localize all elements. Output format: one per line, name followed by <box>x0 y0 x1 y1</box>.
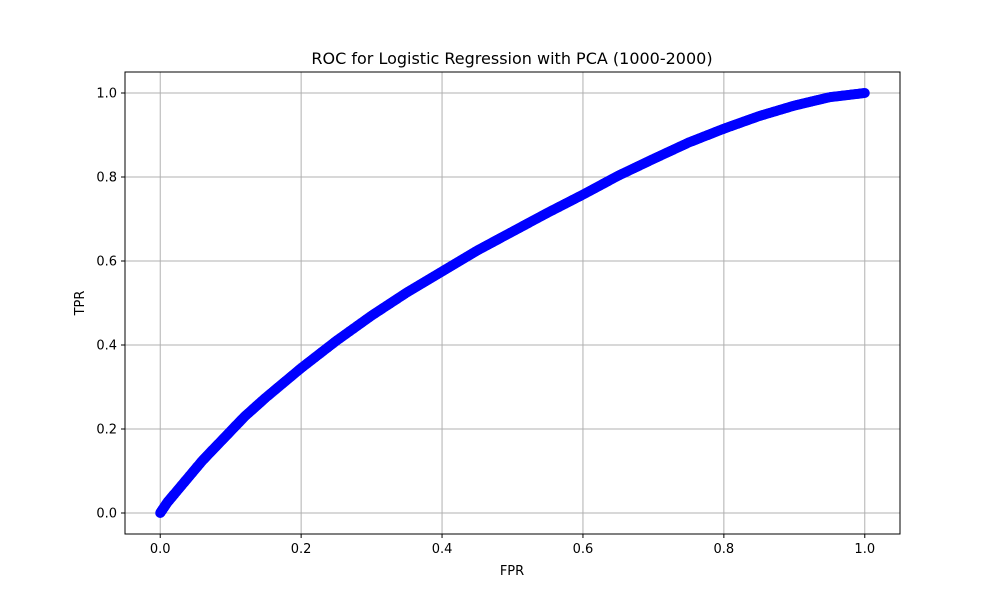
y-tick-label: 0.4 <box>96 339 117 354</box>
chart-title: ROC for Logistic Regression with PCA (10… <box>311 49 712 68</box>
grid <box>125 72 900 534</box>
y-tick-label: 0.6 <box>96 255 117 270</box>
roc-point <box>859 88 870 98</box>
x-axis-label: FPR <box>500 564 524 579</box>
x-tick-label: 0.6 <box>573 542 594 557</box>
plot-frame <box>124 71 901 535</box>
y-tick-label: 0.0 <box>96 507 117 522</box>
x-tick-label: 0.8 <box>714 542 735 557</box>
y-tick-label: 0.8 <box>96 171 117 186</box>
x-tick-label: 0.4 <box>432 542 453 557</box>
x-tick-label: 0.0 <box>150 542 171 557</box>
x-tick-label: 1.0 <box>854 542 875 557</box>
x-tick-label: 0.2 <box>291 542 312 557</box>
y-axis-ticks: 0.0 0.2 0.4 0.6 0.8 1.0 <box>96 87 125 522</box>
y-axis-label: TPR <box>73 291 88 317</box>
y-tick-label: 1.0 <box>96 87 117 102</box>
x-axis-ticks: 0.0 0.2 0.4 0.6 0.8 1.0 <box>150 534 875 557</box>
roc-curve <box>155 88 870 518</box>
y-tick-label: 0.2 <box>96 423 117 438</box>
